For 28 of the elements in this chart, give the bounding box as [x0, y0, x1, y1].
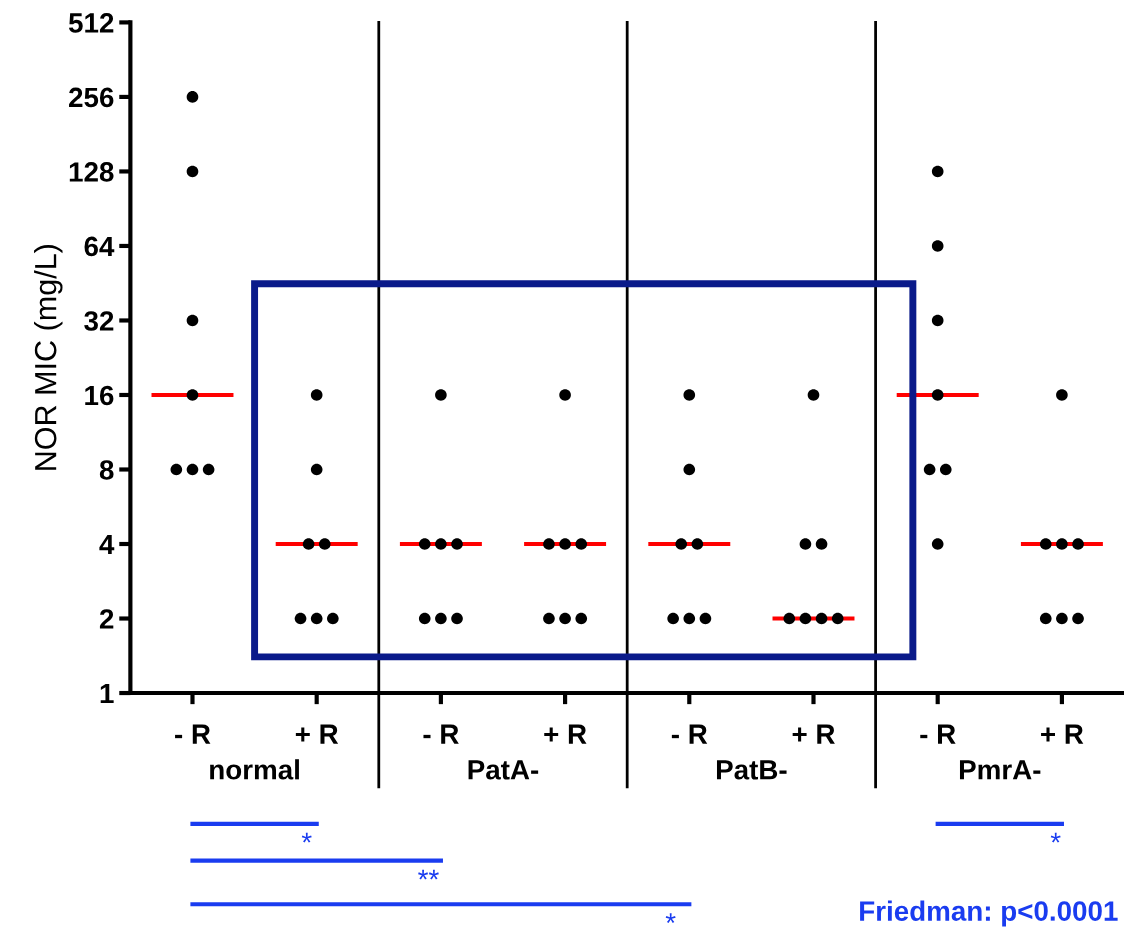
text: ** [418, 869, 439, 880]
y-tick-label: 4 [99, 534, 115, 555]
text: * [1050, 832, 1061, 843]
x-tick-label: - R [671, 724, 708, 744]
x-tick-label: - R [920, 724, 956, 744]
text: * [665, 913, 676, 924]
y-tick-label: 128 [69, 162, 114, 182]
x-tick-label: - R [175, 724, 211, 744]
y-tick-label: 64 [84, 236, 115, 257]
y-tick-label: 32 [84, 311, 114, 331]
x-tick-label: + R [544, 724, 587, 744]
x-tick-label: + R [295, 724, 339, 744]
text: PatB- [716, 760, 787, 780]
y-tick-label: 8 [99, 460, 114, 480]
y-tick-label: 2 [99, 609, 114, 629]
x-tick-label: + R [792, 724, 835, 744]
y-tick-label: 512 [68, 13, 114, 33]
x-tick-label: + R [1041, 724, 1084, 744]
text: normal [210, 759, 299, 780]
y-tick-label: 256 [69, 87, 114, 108]
y-tick-label: 1 [100, 683, 114, 704]
text: Friedman: p<0.0001 [860, 900, 1118, 927]
text: * [301, 832, 312, 843]
y-tick-label: 16 [85, 385, 114, 406]
text: PmrA- [959, 760, 1041, 780]
y-axis-title: NOR MIC (mg/L) [34, 245, 63, 470]
text: PatA- [468, 760, 539, 780]
x-tick-label: - R [423, 724, 459, 744]
